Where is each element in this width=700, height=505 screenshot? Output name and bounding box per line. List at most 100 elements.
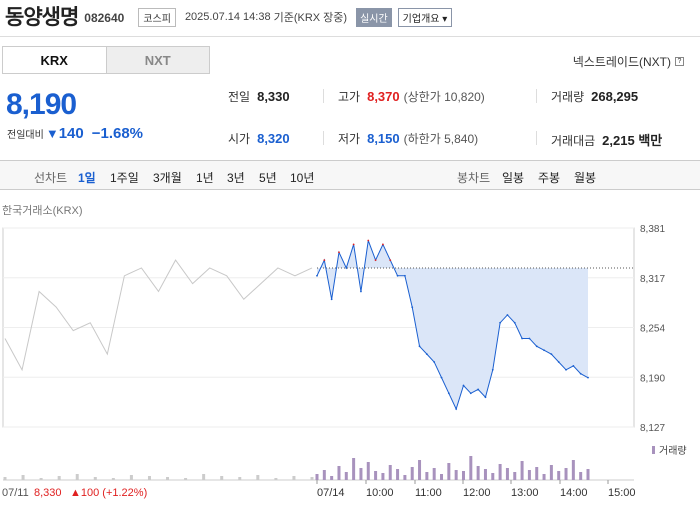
volume-bar <box>410 467 414 480</box>
volume-bar <box>388 465 392 480</box>
today-price-line <box>316 240 589 411</box>
volume-bar <box>292 476 296 480</box>
price-point <box>374 259 377 262</box>
price-point <box>469 392 472 395</box>
exchange-tabs: KRX NXT <box>2 46 210 74</box>
line-chart-label: 선차트 <box>34 171 68 185</box>
volume-bar <box>505 468 509 480</box>
current-price: 8,190 <box>6 88 77 121</box>
volume-bar <box>381 473 385 480</box>
realtime-button[interactable]: 실시간 <box>356 7 392 27</box>
volume-bar <box>374 471 378 480</box>
volume-bar <box>111 478 115 480</box>
volume-bar <box>337 466 341 480</box>
x-tick-label: 15:00 <box>608 487 636 499</box>
price-point <box>345 267 348 269</box>
tab-krx[interactable]: KRX <box>3 47 106 73</box>
volume-legend-label: 거래량 <box>659 445 687 457</box>
lower-limit: (하한가 5,840) <box>403 132 479 146</box>
chart-toolbar: 선차트 1일 1주일 3개월 1년 3년 5년 10년 봉차트 일봉 주봉 월봉 <box>0 160 700 190</box>
price-point <box>447 392 450 395</box>
volume-bar <box>274 478 278 480</box>
price-point <box>477 388 480 391</box>
help-icon[interactable]: ? <box>675 57 684 66</box>
stat-low: 저가 8,150 (하한가 5,840) <box>338 130 478 147</box>
volume-bar <box>166 477 170 480</box>
stat-label: 거래량 <box>551 90 585 104</box>
period-1y[interactable]: 1년 <box>196 171 214 185</box>
y-tick-label: 8,381 <box>640 224 665 235</box>
volume-bar <box>564 468 568 480</box>
price-point <box>506 314 509 316</box>
price-point <box>484 396 487 399</box>
volume-bar <box>498 464 502 480</box>
volume-bar <box>535 467 539 480</box>
price-point <box>521 337 523 340</box>
chart-source: 한국거래소(KRX) <box>2 205 83 217</box>
volume-legend-swatch <box>652 446 655 454</box>
candle-weekly[interactable]: 주봉 <box>538 171 561 185</box>
price-point <box>565 368 567 371</box>
price-point <box>323 259 326 262</box>
datetime: 2025.07.14 14:38 <box>184 11 271 23</box>
volume-bar <box>483 469 487 480</box>
x-tick-label: 14:00 <box>560 487 588 499</box>
price-point <box>557 361 560 363</box>
prev-day-line <box>4 259 313 372</box>
volume-bar <box>366 462 370 480</box>
volume-bar <box>579 472 583 480</box>
divider <box>323 89 324 103</box>
x-tick-label: 07/14 <box>317 487 345 499</box>
divider <box>323 131 324 145</box>
price-point <box>425 353 428 356</box>
volume-bar <box>476 466 480 480</box>
price-point <box>330 298 333 301</box>
volume-bar <box>256 475 260 480</box>
divider <box>536 131 537 145</box>
price-point <box>389 259 392 262</box>
volume-bar <box>557 471 561 480</box>
stat-label: 전일 <box>228 90 251 104</box>
stat-value: 8,370 <box>367 89 400 104</box>
price-point <box>462 384 465 387</box>
nxt-link[interactable]: 넥스트레이드(NXT) ? <box>573 53 684 70</box>
price-point <box>535 345 538 348</box>
volume-bar <box>322 470 326 480</box>
price-point <box>587 376 589 379</box>
period-5y[interactable]: 5년 <box>259 171 277 185</box>
candle-monthly[interactable]: 월봉 <box>574 171 597 185</box>
volume-bar <box>513 472 517 480</box>
volume-bar <box>220 476 224 480</box>
x-tick-label: 12:00 <box>463 487 491 499</box>
volume-bar <box>454 470 458 480</box>
volume-bar <box>491 473 495 480</box>
y-tick-label: 8,190 <box>640 373 665 384</box>
below-prev-close-fill <box>317 240 588 409</box>
prev-day-date: 07/11 <box>2 487 29 499</box>
stock-header: 동양생명 082640 코스피 2025.07.14 14:38 기준(KRX … <box>0 0 700 32</box>
price-point <box>352 243 355 246</box>
change-label: 전일대비 <box>7 130 44 141</box>
tab-nxt[interactable]: NXT <box>105 47 209 73</box>
candle-daily[interactable]: 일봉 <box>502 171 525 185</box>
price-point <box>455 408 458 410</box>
period-1w[interactable]: 1주일 <box>110 171 139 185</box>
y-tick-label: 8,317 <box>640 274 665 285</box>
stat-label: 거래대금 <box>551 134 596 148</box>
upper-limit: (상한가 10,820) <box>403 90 485 104</box>
market-badge: 코스피 <box>138 7 176 27</box>
stat-value: 2,215 백만 <box>602 133 663 148</box>
period-3y[interactable]: 3년 <box>227 171 245 185</box>
stock-name: 동양생명 <box>5 6 79 29</box>
x-tick-label: 11:00 <box>415 487 442 499</box>
period-3m[interactable]: 3개월 <box>153 171 182 185</box>
company-info-button[interactable]: 기업개요 ▾ <box>397 7 453 27</box>
volume-bar <box>469 456 473 480</box>
stat-volume: 거래량 268,295 <box>551 88 638 105</box>
volume-bar <box>39 478 43 480</box>
period-10y[interactable]: 10년 <box>290 171 315 185</box>
volume-bar <box>403 475 407 480</box>
price-point <box>440 376 443 379</box>
period-1d[interactable]: 1일 <box>78 171 96 185</box>
stat-value: 8,320 <box>257 131 290 146</box>
